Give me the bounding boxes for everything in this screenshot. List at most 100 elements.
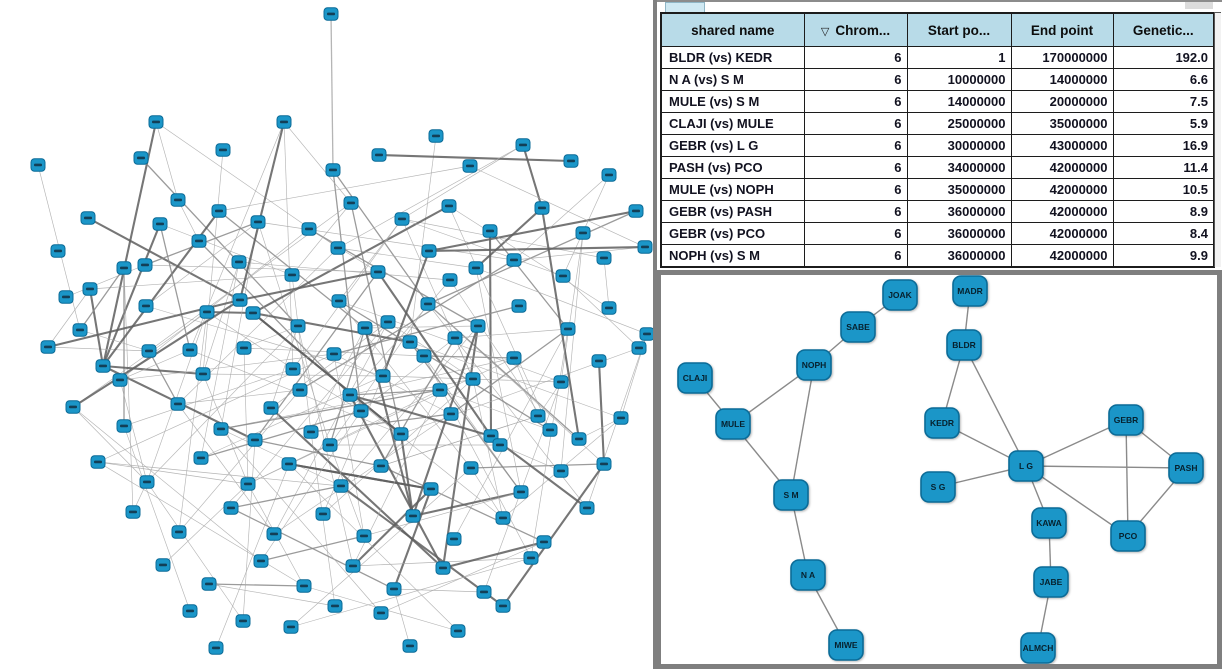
table-row[interactable]: MULE (vs) S M 6 14000000 20000000 7.5	[660, 90, 1215, 113]
overview-edge[interactable]	[349, 389, 441, 396]
overview-edge[interactable]	[360, 337, 456, 412]
graph-node[interactable]	[637, 240, 653, 254]
node-shape[interactable]	[952, 275, 988, 307]
vertical-scrollbar[interactable]	[1214, 12, 1221, 267]
node-shape[interactable]	[1008, 450, 1044, 482]
overview-edge[interactable]	[89, 274, 293, 290]
graph-node[interactable]	[405, 509, 421, 523]
graph-node[interactable]	[421, 244, 437, 258]
overview-edge[interactable]	[502, 463, 605, 607]
overview-edge[interactable]	[290, 557, 532, 628]
cell-shared-name[interactable]: N A (vs) S M	[660, 68, 805, 91]
node-shape[interactable]	[924, 407, 960, 439]
overview-edge[interactable]	[144, 264, 379, 273]
overview-edge[interactable]	[162, 483, 249, 566]
cell-chromosome[interactable]: 6	[803, 90, 908, 113]
overview-edge[interactable]	[350, 202, 402, 435]
cell-shared-name[interactable]: GEBR (vs) PASH	[660, 200, 805, 223]
graph-node[interactable]	[596, 457, 612, 471]
graph-node-MADR[interactable]: MADR	[952, 275, 988, 307]
overview-edge[interactable]	[475, 267, 522, 493]
cell-genetic[interactable]: 10.5	[1112, 178, 1215, 201]
detail-edge-NOPH-SM[interactable]	[790, 364, 815, 496]
graph-node[interactable]	[420, 297, 436, 311]
overview-edge[interactable]	[220, 389, 441, 430]
filter-funnel-icon[interactable]: ▽	[820, 25, 830, 38]
overview-edge[interactable]	[399, 433, 415, 517]
overview-network-canvas[interactable]	[0, 0, 653, 669]
table-row[interactable]: GEBR (vs) L G 6 30000000 43000000 16.9	[660, 134, 1215, 157]
column-header-start-point[interactable]: Start po...	[906, 12, 1012, 47]
cell-end-point[interactable]: 170000000	[1010, 46, 1114, 69]
overview-edge[interactable]	[119, 379, 148, 483]
graph-node[interactable]	[112, 373, 128, 387]
graph-node-NA[interactable]: N A	[790, 559, 826, 591]
overview-edge[interactable]	[88, 288, 105, 367]
overview-edge[interactable]	[208, 583, 305, 587]
graph-node[interactable]	[247, 433, 263, 447]
graph-node[interactable]	[148, 115, 164, 129]
cell-shared-name[interactable]: MULE (vs) NOPH	[660, 178, 805, 201]
node-shape[interactable]	[677, 362, 713, 394]
graph-node-KEDR[interactable]: KEDR	[924, 407, 960, 439]
graph-node[interactable]	[213, 422, 229, 436]
graph-node[interactable]	[201, 577, 217, 591]
cell-genetic[interactable]: 8.4	[1112, 222, 1215, 245]
graph-node-GEBR[interactable]: GEBR	[1108, 404, 1144, 436]
cell-chromosome[interactable]: 6	[803, 68, 908, 91]
node-shape[interactable]	[840, 311, 876, 343]
overview-edge[interactable]	[378, 153, 572, 163]
graph-node[interactable]	[628, 204, 644, 218]
overview-edge[interactable]	[47, 288, 91, 348]
overview-edge[interactable]	[333, 353, 452, 415]
graph-node[interactable]	[506, 253, 522, 267]
overview-edge[interactable]	[352, 488, 432, 567]
graph-node-BLDR[interactable]: BLDR	[946, 329, 982, 361]
overview-edge[interactable]	[257, 221, 331, 446]
overview-edge[interactable]	[148, 350, 179, 405]
graph-node[interactable]	[281, 457, 297, 471]
overview-edge[interactable]	[177, 403, 275, 535]
graph-node[interactable]	[534, 201, 550, 215]
graph-node[interactable]	[462, 159, 478, 173]
overview-edge[interactable]	[239, 270, 379, 302]
overview-edge[interactable]	[242, 439, 256, 622]
cell-end-point[interactable]: 42000000	[1010, 200, 1114, 223]
graph-node-JOAK[interactable]: JOAK	[882, 279, 918, 311]
graph-node[interactable]	[563, 154, 579, 168]
detail-edge-LG-PASH[interactable]	[1025, 465, 1187, 469]
graph-node[interactable]	[253, 554, 269, 568]
cell-start-point[interactable]: 36000000	[906, 222, 1012, 245]
graph-node[interactable]	[492, 438, 508, 452]
cell-end-point[interactable]: 42000000	[1010, 244, 1114, 268]
overview-edge[interactable]	[148, 202, 352, 352]
graph-node[interactable]	[116, 419, 132, 433]
cell-chromosome[interactable]: 6	[803, 112, 908, 135]
node-shape[interactable]	[790, 559, 826, 591]
overview-edge[interactable]	[597, 360, 606, 465]
column-header-shared-name[interactable]: shared name	[660, 12, 805, 47]
graph-node[interactable]	[495, 599, 511, 613]
graph-node[interactable]	[284, 268, 300, 282]
graph-node[interactable]	[155, 558, 171, 572]
graph-node[interactable]	[223, 501, 239, 515]
overview-edge[interactable]	[338, 218, 403, 302]
graph-node[interactable]	[402, 639, 418, 653]
overview-edge[interactable]	[123, 425, 191, 612]
graph-node-LG[interactable]: L G	[1008, 450, 1044, 482]
graph-node[interactable]	[232, 293, 248, 307]
node-shape[interactable]	[1031, 507, 1067, 539]
graph-node[interactable]	[342, 388, 358, 402]
graph-node[interactable]	[579, 501, 595, 515]
overview-edge[interactable]	[72, 406, 262, 562]
overview-edge[interactable]	[332, 169, 429, 305]
overview-edge[interactable]	[521, 144, 544, 209]
graph-node-PCO[interactable]: PCO	[1110, 520, 1146, 552]
cell-chromosome[interactable]: 6	[803, 156, 908, 179]
column-header-end-point[interactable]: End point	[1010, 12, 1114, 47]
overview-edge[interactable]	[206, 311, 294, 370]
graph-node[interactable]	[393, 427, 409, 441]
overview-edge[interactable]	[146, 311, 208, 483]
graph-node[interactable]	[375, 369, 391, 383]
graph-node[interactable]	[553, 464, 569, 478]
